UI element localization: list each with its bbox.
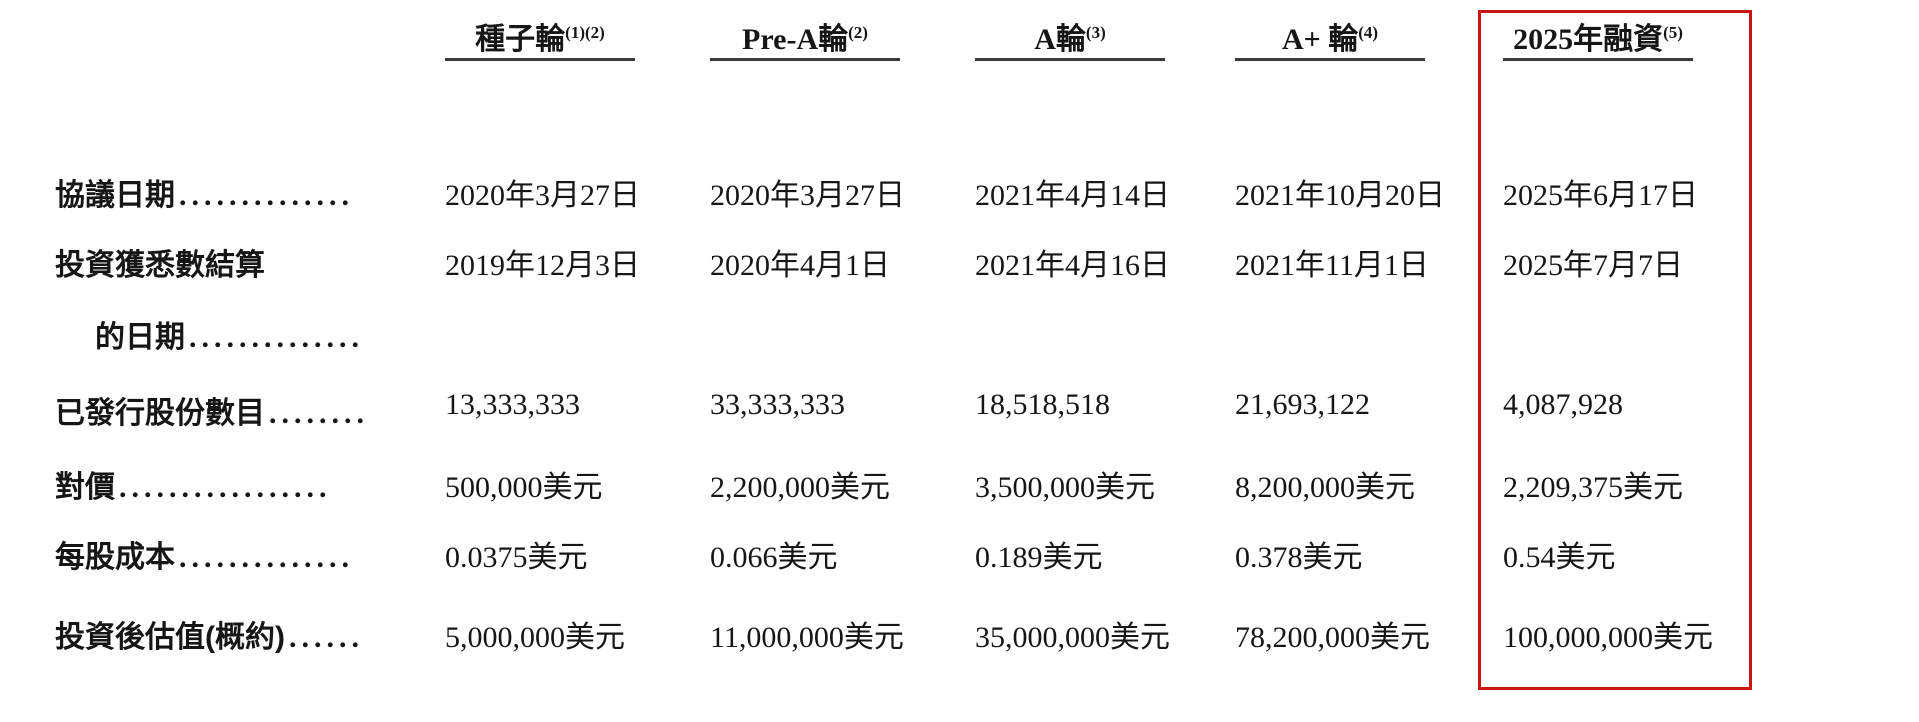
column-header-label: 2025年融資 <box>1513 23 1664 56</box>
table-cell: 0.54美元 <box>1503 541 1616 574</box>
table-cell: 11,000,000美元 <box>710 621 904 654</box>
table-cell: 0.0375美元 <box>445 541 588 574</box>
column-header-label: A輪 <box>1034 23 1086 56</box>
table-cell: 33,333,333 <box>710 388 845 421</box>
dot-leader: .............. <box>179 179 354 212</box>
table-cell: 13,333,333 <box>445 388 580 421</box>
row-label-text: 投資獲悉數結算 <box>55 249 265 282</box>
column-header-pre-a-round: Pre-A輪(2) <box>710 14 900 61</box>
footnote-ref: (5) <box>1663 23 1683 42</box>
table-cell: 500,000美元 <box>445 471 603 504</box>
dot-leader: ................. <box>119 471 332 504</box>
table-row-consideration: 對價................. 500,000美元 2,200,000美… <box>0 462 1919 504</box>
table-cell: 0.378美元 <box>1235 541 1363 574</box>
dot-leader: ........ <box>269 397 369 430</box>
dot-leader: .............. <box>179 541 354 574</box>
row-label-text: 協議日期 <box>55 179 175 212</box>
table-cell: 2,209,375美元 <box>1503 471 1683 504</box>
table-cell: 0.066美元 <box>710 541 838 574</box>
column-header-seed-round: 種子輪(1)(2) <box>445 14 635 61</box>
table-cell: 18,518,518 <box>975 388 1110 421</box>
row-label-text: 每股成本 <box>55 541 175 574</box>
table-row-shares-issued: 已發行股份數目........ 13,333,333 33,333,333 18… <box>0 388 1919 430</box>
footnote-ref: (2) <box>848 23 868 42</box>
row-label: 投資後估值(概約)...... <box>55 612 385 656</box>
table-row-agreement-date: 協議日期.............. 2020年3月27日 2020年3月27日… <box>0 170 1919 212</box>
table-cell: 100,000,000美元 <box>1503 621 1713 654</box>
footnote-ref: (3) <box>1085 23 1106 42</box>
table-cell: 8,200,000美元 <box>1235 471 1415 504</box>
column-header-label: A+ 輪 <box>1281 23 1359 56</box>
column-header-a-round: A輪(3) <box>975 14 1165 61</box>
table-cell: 5,000,000美元 <box>445 621 625 654</box>
row-label-text: 對價 <box>55 471 115 504</box>
row-label: 投資獲悉數結算 <box>55 240 385 284</box>
table-cell: 2,200,000美元 <box>710 471 890 504</box>
row-label: 每股成本.............. <box>55 532 385 576</box>
table-cell: 2025年6月17日 <box>1503 179 1698 212</box>
table-cell: 2021年4月16日 <box>975 249 1170 282</box>
column-header-a-plus-round: A+ 輪(4) <box>1235 14 1425 61</box>
dot-leader: ...... <box>288 621 364 654</box>
table-cell: 35,000,000美元 <box>975 621 1170 654</box>
table-cell: 2025年7月7日 <box>1503 249 1683 282</box>
table-cell: 2020年3月27日 <box>710 179 905 212</box>
row-label: 對價................. <box>55 462 385 506</box>
row-label: 已發行股份數目........ <box>55 388 385 432</box>
footnote-ref: (1)(2) <box>565 23 605 42</box>
table-cell: 2021年11月1日 <box>1235 249 1429 282</box>
row-label-text: 投資後估值(概約) <box>55 621 285 654</box>
table-cell: 2019年12月3日 <box>445 249 640 282</box>
dot-leader: .............. <box>189 321 364 354</box>
table-cell: 4,087,928 <box>1503 388 1623 421</box>
table-row-cost-per-share: 每股成本.............. 0.0375美元 0.066美元 0.18… <box>0 532 1919 574</box>
table-cell: 0.189美元 <box>975 541 1103 574</box>
table-cell: 78,200,000美元 <box>1235 621 1430 654</box>
table-cell: 2021年4月14日 <box>975 179 1170 212</box>
footnote-ref: (4) <box>1358 23 1379 42</box>
table-cell: 21,693,122 <box>1235 388 1370 421</box>
table-cell: 3,500,000美元 <box>975 471 1155 504</box>
table-row-settlement-date: 投資獲悉數結算 2019年12月3日 2020年4月1日 2021年4月16日 … <box>0 240 1919 282</box>
table-cell: 2020年4月1日 <box>710 249 890 282</box>
table-row-settlement-date-cont: 的日期.............. <box>0 312 1919 354</box>
column-header-label: 種子輪 <box>475 23 566 56</box>
column-header-2025-financing: 2025年融資(5) <box>1503 14 1693 61</box>
table-cell: 2021年10月20日 <box>1235 179 1445 212</box>
row-label-continuation: 的日期.............. <box>95 312 425 356</box>
row-label: 協議日期.............. <box>55 170 385 214</box>
table-cell: 2020年3月27日 <box>445 179 640 212</box>
row-label-text: 已發行股份數目 <box>55 397 265 430</box>
column-header-label: Pre-A輪 <box>742 23 849 56</box>
row-label-text: 的日期 <box>95 321 185 354</box>
table-row-post-money-valuation: 投資後估值(概約)...... 5,000,000美元 11,000,000美元… <box>0 612 1919 654</box>
